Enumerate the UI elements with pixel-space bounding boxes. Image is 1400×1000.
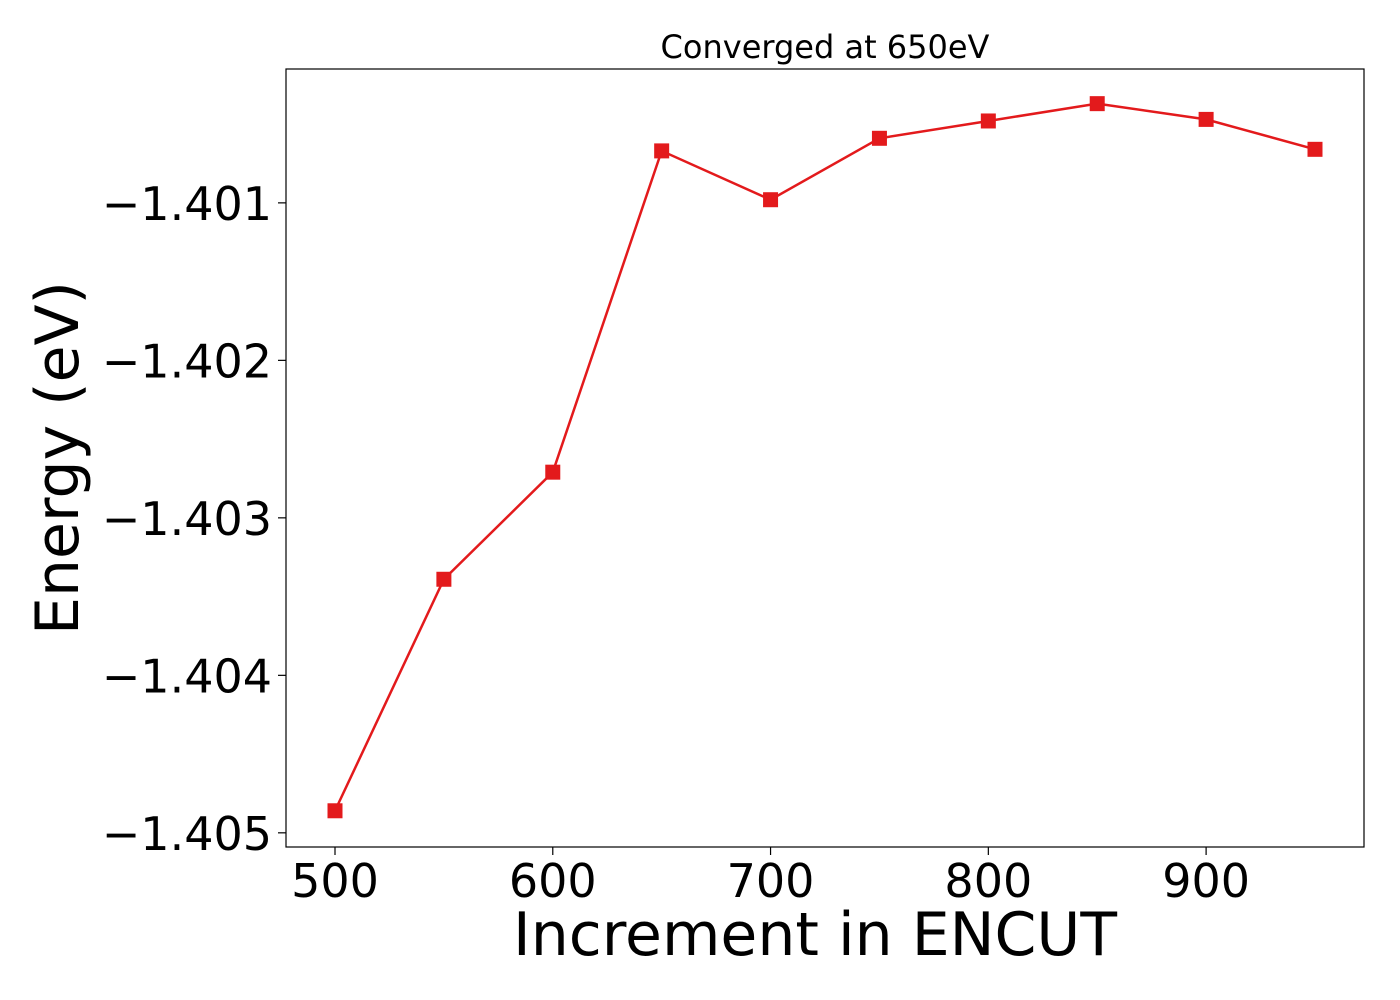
x-axis-label: Increment in ENCUT bbox=[513, 900, 1117, 970]
x-axis: 500 600 700 800 900 bbox=[291, 847, 1250, 908]
data-point bbox=[980, 113, 996, 129]
x-tick-label: 700 bbox=[727, 854, 815, 908]
series-layer bbox=[327, 96, 1323, 819]
data-point bbox=[1198, 111, 1214, 127]
y-tick-label: −1.404 bbox=[102, 649, 272, 703]
data-point bbox=[871, 130, 887, 146]
x-tick-label: 800 bbox=[944, 854, 1032, 908]
x-tick-label: 600 bbox=[509, 854, 597, 908]
y-tick-label: −1.402 bbox=[102, 334, 272, 388]
data-point bbox=[1089, 96, 1105, 112]
plot-frame bbox=[285, 68, 1365, 848]
x-tick-label: 900 bbox=[1162, 854, 1250, 908]
chart-title: Converged at 650eV bbox=[661, 28, 990, 66]
series-line bbox=[333, 102, 1316, 812]
y-tick-label: −1.403 bbox=[102, 492, 272, 546]
data-point bbox=[545, 464, 561, 480]
data-point bbox=[654, 143, 670, 159]
data-point bbox=[763, 192, 779, 208]
data-point bbox=[436, 571, 452, 587]
data-point bbox=[327, 803, 343, 819]
y-tick-label: −1.405 bbox=[102, 807, 272, 861]
y-axis-label: Energy (eV) bbox=[23, 281, 93, 635]
y-axis: −1.405 −1.404 −1.403 −1.402 −1.401 bbox=[102, 177, 286, 861]
x-tick-label: 500 bbox=[291, 854, 379, 908]
y-tick-label: −1.401 bbox=[102, 177, 272, 231]
data-point bbox=[1307, 141, 1323, 157]
